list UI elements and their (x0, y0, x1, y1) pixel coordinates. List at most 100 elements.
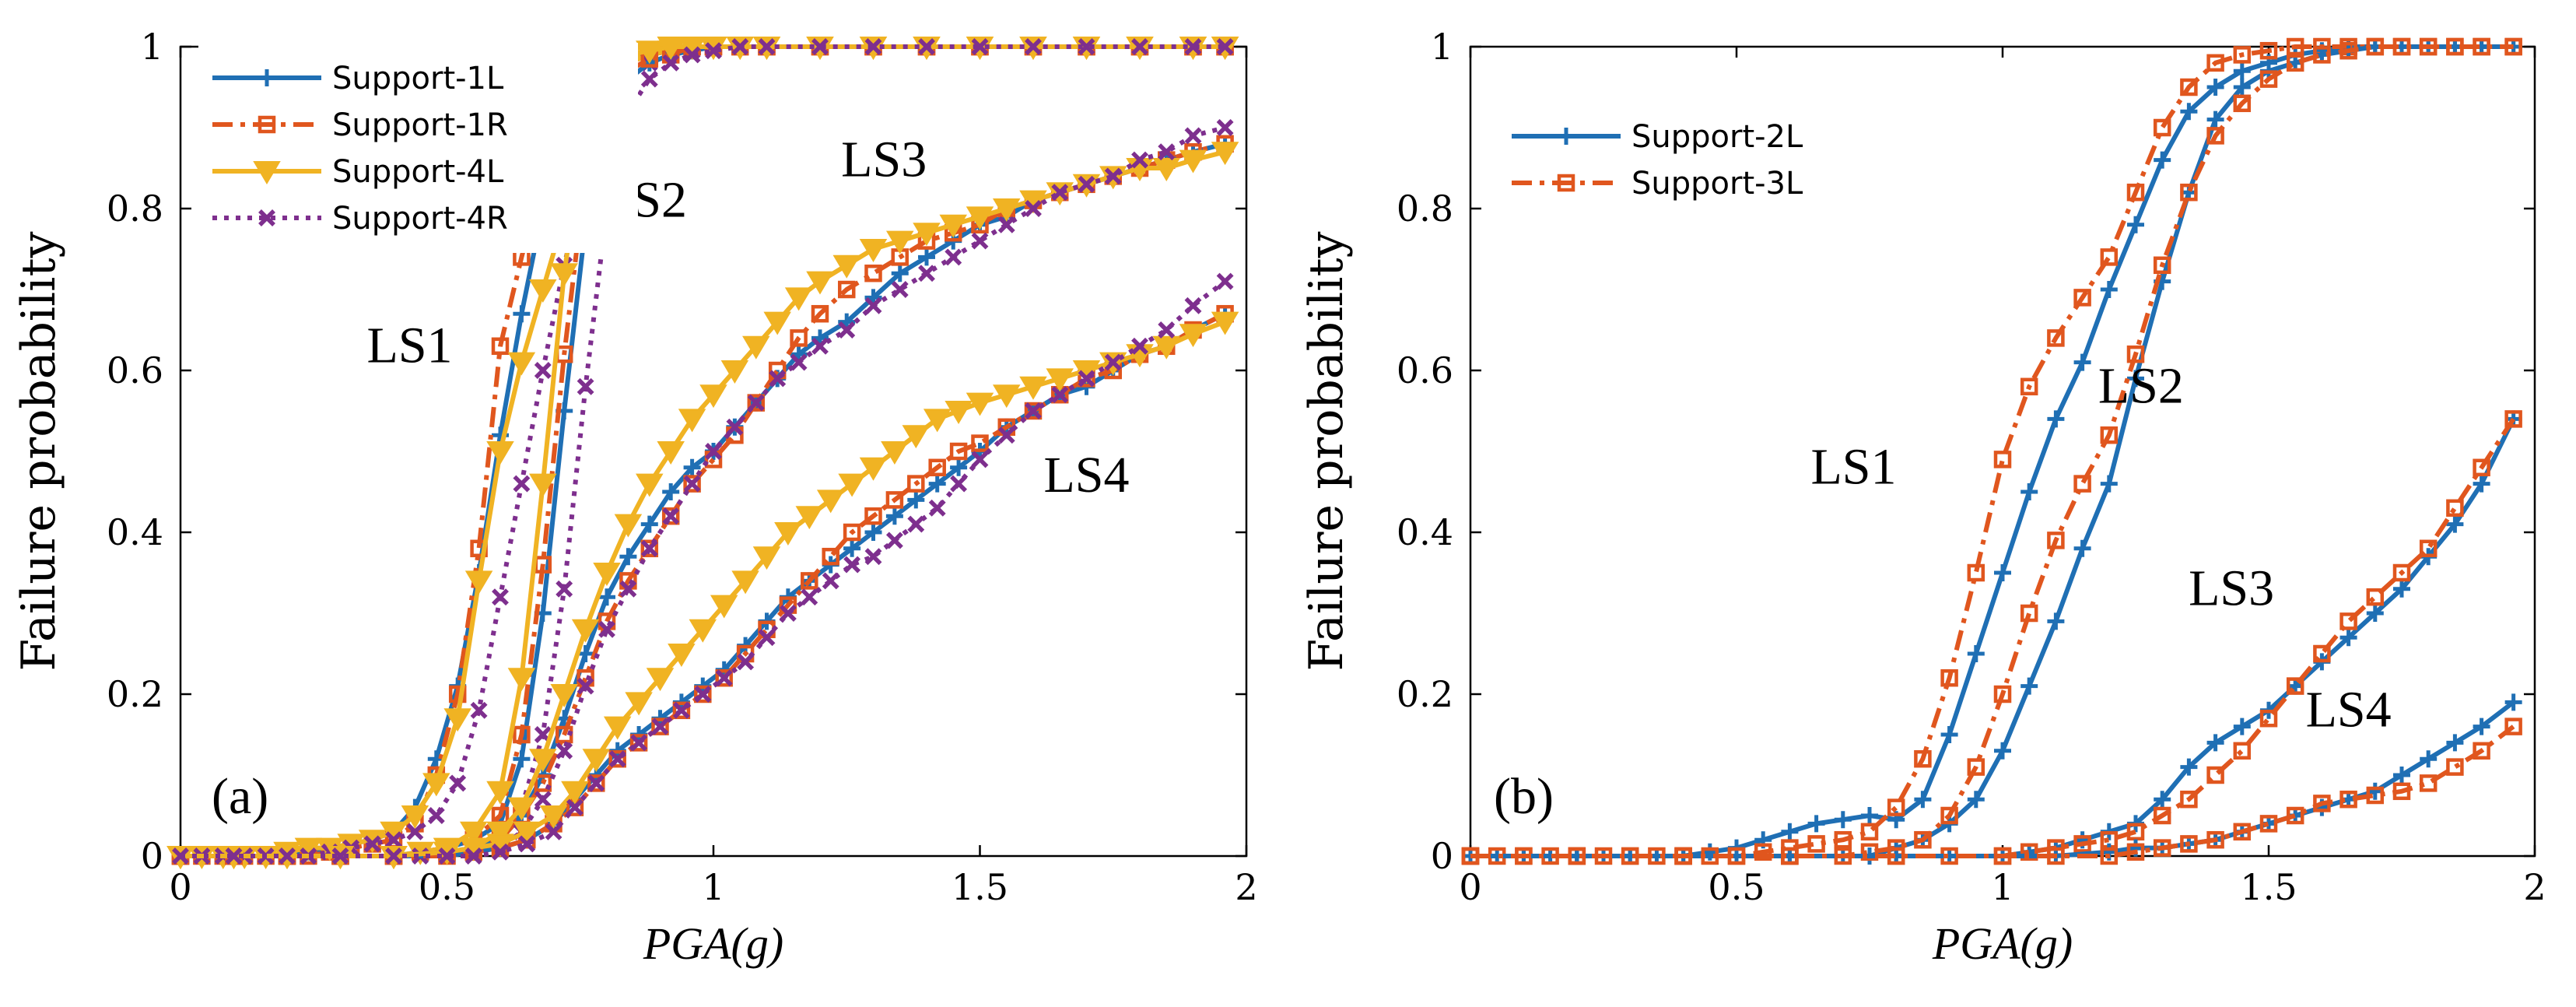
data-point (726, 418, 744, 436)
data-point (918, 265, 935, 282)
data-point (577, 677, 594, 695)
data-point (2020, 483, 2038, 500)
data-point (811, 304, 829, 323)
data-point (2047, 612, 2065, 630)
data-point (1078, 370, 1095, 388)
data-point (1994, 564, 2011, 581)
data-point (1967, 758, 1985, 776)
data-point (2020, 677, 2038, 695)
y-tick-label: 0.6 (1397, 349, 1453, 391)
data-point (992, 198, 1021, 222)
data-point (1834, 811, 1852, 829)
data-point (640, 515, 658, 533)
data-point (2259, 70, 2278, 88)
data-point (1046, 368, 1074, 392)
data-point (1940, 726, 1958, 743)
series-support-3l-ls4 (1461, 718, 2522, 865)
data-point (2100, 281, 2118, 298)
data-point (1025, 402, 1042, 419)
data-point (545, 823, 563, 840)
data-point (1078, 175, 1095, 193)
data-point (2233, 94, 2252, 113)
data-point (2366, 37, 2385, 56)
data-point (598, 620, 615, 638)
data-point (1967, 791, 1985, 809)
panel-b: 0 0.5 1 1.5 2 0 0.2 0.4 0.6 0.8 1 PGA(g) Failure pro… (1299, 26, 2546, 969)
annotation-ls3: LS3 (841, 131, 927, 188)
data-point (1807, 835, 1825, 853)
data-point (715, 668, 733, 687)
data-point (806, 271, 834, 295)
data-point (2339, 629, 2357, 647)
data-point (2419, 37, 2438, 56)
data-point (2446, 37, 2464, 56)
data-point (966, 206, 994, 230)
data-point (640, 539, 659, 558)
data-point (2153, 256, 2171, 275)
data-point (790, 353, 808, 371)
data-point (646, 668, 675, 692)
annotation-ls4: LS4 (2306, 682, 2392, 739)
legend-marker (258, 69, 275, 86)
data-point (1179, 324, 1207, 348)
data-point (603, 716, 632, 740)
data-point (640, 70, 658, 88)
data-point (640, 539, 658, 557)
data-point (2100, 475, 2118, 493)
data-point (885, 491, 904, 509)
data-point (795, 506, 824, 530)
data-point (661, 507, 680, 525)
data-point (2339, 41, 2357, 60)
data-point (662, 54, 680, 72)
data-point (385, 847, 402, 865)
data-point (657, 37, 685, 60)
data-point (737, 653, 755, 671)
data-point (486, 781, 514, 805)
data-point (683, 46, 701, 64)
data-point (2180, 790, 2198, 809)
data-point (1914, 830, 1932, 849)
data-point (966, 392, 994, 416)
data-point (811, 337, 829, 355)
data-point (1994, 742, 2011, 760)
legend-label: Support-3L (1631, 166, 1803, 202)
data-point (608, 749, 626, 768)
data-point (678, 409, 706, 433)
data-point (2233, 79, 2251, 96)
y-tick-label: 0.4 (1397, 511, 1453, 553)
data-point (705, 443, 722, 460)
data-point (513, 305, 531, 323)
data-point (2259, 709, 2278, 728)
data-point (902, 425, 931, 449)
legend-label: Support-1R (332, 107, 508, 143)
x-tick-label: 0 (1459, 866, 1481, 908)
data-point (2180, 758, 2198, 776)
series-line (180, 149, 1226, 858)
data-point (2047, 410, 2065, 428)
data-point (2420, 750, 2438, 768)
data-point (2313, 46, 2331, 64)
data-point (443, 708, 471, 732)
data-point (279, 847, 296, 865)
data-point (464, 570, 493, 595)
legend-entry: Support-3L (1512, 166, 1803, 202)
data-point (694, 685, 712, 703)
data-point (518, 835, 536, 853)
data-point (593, 563, 621, 586)
y-tick-label: 0 (1431, 835, 1453, 877)
data-point (2446, 758, 2464, 776)
data-point (907, 475, 925, 493)
data-point (1051, 386, 1069, 404)
data-point (513, 750, 531, 768)
data-point (2233, 46, 2252, 64)
data-point (449, 774, 467, 792)
data-point (2126, 843, 2145, 861)
data-point (838, 473, 866, 497)
data-point (2153, 806, 2171, 825)
data-point (864, 296, 882, 314)
data-point (561, 781, 589, 805)
data-point (651, 718, 669, 735)
legend-entry: Support-2L (1512, 119, 1803, 155)
data-point (513, 725, 531, 744)
legend-entry: Support-4L (212, 154, 504, 190)
